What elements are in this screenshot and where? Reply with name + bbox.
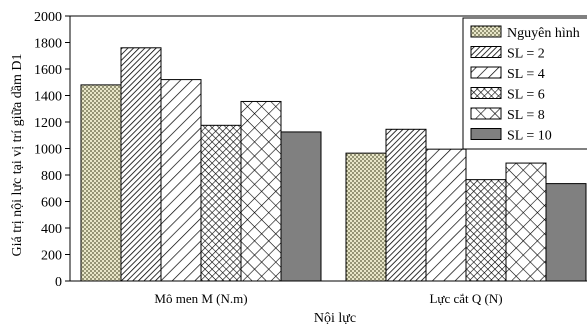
bar-1-category-2 — [345, 152, 387, 282]
y-tick-label: 600 — [41, 196, 62, 211]
axes-layer: 0 200 400 600 800 1000 1200 1400 1600 1800 2000 Mô … — [34, 10, 587, 306]
bar-4-category-1 — [200, 124, 242, 282]
legend: Nguyên hình SL = 2 SL = 4 SL = 6 SL = 8 SL = … — [462, 17, 587, 150]
legend-label: SL = 6 — [507, 88, 545, 103]
legend-box — [462, 17, 587, 150]
bar-1-category-1 — [80, 84, 122, 282]
legend-swatch — [470, 46, 502, 58]
legend-swatch — [470, 66, 502, 79]
bars-layer — [80, 47, 587, 282]
x-category-label: Lực cắt Q (N) — [429, 291, 502, 306]
bar-5-category-1 — [240, 100, 282, 282]
bar-6-category-2 — [545, 183, 587, 282]
bar-6-category-1 — [280, 131, 322, 282]
y-tick-label: 400 — [41, 222, 62, 237]
legend-label: SL = 4 — [507, 67, 545, 82]
y-tick-label: 0 — [55, 275, 62, 290]
legend-label: SL = 8 — [507, 108, 545, 123]
y-tick-label: 1400 — [34, 90, 62, 105]
legend-swatch — [470, 107, 502, 120]
bar-2-category-2 — [385, 128, 427, 282]
y-tick-label: 800 — [41, 169, 62, 184]
y-tick-label: 1600 — [34, 63, 62, 78]
x-axis-title: Nội lực — [314, 311, 356, 326]
y-tick-label: 200 — [41, 249, 62, 264]
bar-3-category-2 — [425, 148, 467, 282]
legend-label: SL = 10 — [507, 129, 552, 144]
bar-4-category-2 — [465, 179, 507, 282]
y-tick-label: 1800 — [34, 37, 62, 52]
y-axis-title: Giá trị nội lực tại vị trí giữa dầm D1 — [10, 54, 25, 257]
legend-swatch — [470, 87, 502, 99]
y-tick-label: 1200 — [34, 116, 62, 131]
y-tick-label: 2000 — [34, 10, 62, 25]
bar-5-category-2 — [505, 162, 547, 282]
x-category-label: Mô men M (N.m) — [154, 291, 247, 306]
legend-label: Nguyên hình — [507, 26, 580, 41]
y-tick-label: 1000 — [34, 143, 62, 158]
legend-swatch — [470, 25, 502, 38]
bar-2-category-1 — [120, 47, 162, 282]
legend-label: SL = 2 — [507, 47, 545, 62]
bar-3-category-1 — [160, 79, 202, 282]
legend-swatch — [470, 128, 502, 140]
